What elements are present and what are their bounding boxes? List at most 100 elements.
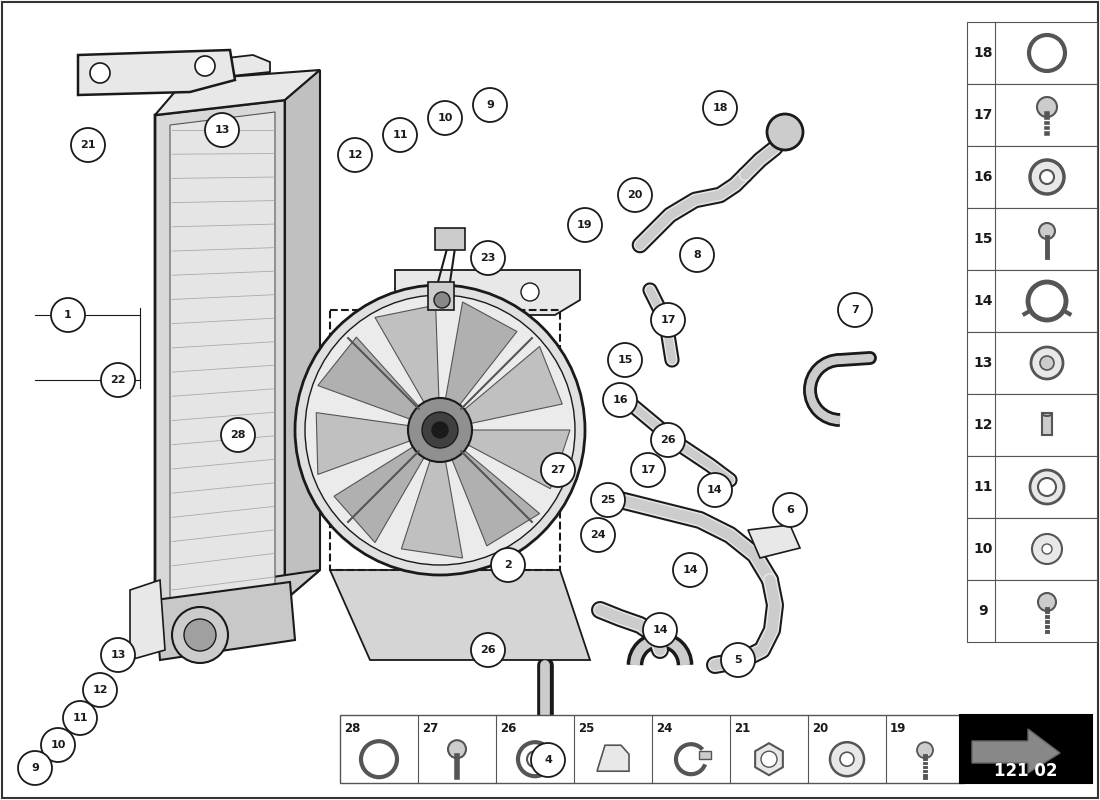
Text: 26: 26 — [660, 435, 675, 445]
Polygon shape — [461, 430, 570, 489]
Bar — [967, 394, 1097, 456]
Text: 20: 20 — [627, 190, 642, 200]
Circle shape — [1038, 478, 1056, 496]
Circle shape — [221, 418, 255, 452]
Circle shape — [1038, 593, 1056, 611]
Circle shape — [205, 113, 239, 147]
Circle shape — [471, 241, 505, 275]
Circle shape — [644, 613, 676, 647]
Circle shape — [631, 453, 666, 487]
Text: 14: 14 — [682, 565, 697, 575]
Circle shape — [673, 553, 707, 587]
Bar — [967, 22, 1097, 84]
Text: 15: 15 — [974, 232, 992, 246]
Bar — [967, 518, 1097, 580]
Circle shape — [338, 138, 372, 172]
Circle shape — [1042, 544, 1052, 554]
Circle shape — [603, 383, 637, 417]
Circle shape — [1030, 160, 1064, 194]
Bar — [434, 228, 465, 250]
Text: 12: 12 — [348, 150, 363, 160]
Bar — [1042, 413, 1052, 435]
Circle shape — [1040, 170, 1054, 184]
Circle shape — [172, 607, 228, 663]
Text: 9: 9 — [486, 100, 494, 110]
Polygon shape — [318, 337, 424, 421]
Text: 19: 19 — [890, 722, 906, 735]
Bar — [530, 728, 560, 753]
Circle shape — [63, 701, 97, 735]
Circle shape — [581, 518, 615, 552]
Polygon shape — [375, 305, 439, 406]
Bar — [960, 715, 1092, 783]
Circle shape — [82, 673, 117, 707]
Bar — [428, 282, 454, 310]
Circle shape — [651, 423, 685, 457]
Circle shape — [491, 548, 525, 582]
Circle shape — [101, 363, 135, 397]
Bar — [967, 270, 1097, 332]
Polygon shape — [78, 50, 235, 95]
Text: 9: 9 — [31, 763, 38, 773]
Text: 12: 12 — [92, 685, 108, 695]
Circle shape — [703, 91, 737, 125]
Text: 13: 13 — [110, 650, 125, 660]
Bar — [967, 146, 1097, 208]
Circle shape — [408, 398, 472, 462]
Circle shape — [51, 298, 85, 332]
Text: 10: 10 — [974, 542, 992, 556]
Circle shape — [1030, 470, 1064, 504]
Text: 5: 5 — [734, 655, 741, 665]
Circle shape — [72, 128, 104, 162]
Text: 26: 26 — [481, 645, 496, 655]
Text: 24: 24 — [656, 722, 672, 735]
Circle shape — [184, 619, 216, 651]
Circle shape — [720, 643, 755, 677]
Text: 24: 24 — [591, 530, 606, 540]
Text: 6: 6 — [786, 505, 794, 515]
Text: 25: 25 — [601, 495, 616, 505]
Polygon shape — [748, 525, 800, 558]
Circle shape — [434, 292, 450, 308]
Circle shape — [18, 751, 52, 785]
Polygon shape — [285, 70, 320, 600]
Text: 13: 13 — [974, 356, 992, 370]
Circle shape — [432, 422, 448, 438]
Circle shape — [698, 473, 732, 507]
Bar — [967, 208, 1097, 270]
Circle shape — [917, 742, 933, 758]
Text: 8: 8 — [693, 250, 701, 260]
Circle shape — [773, 493, 807, 527]
Circle shape — [531, 743, 565, 777]
Text: 2: 2 — [504, 560, 512, 570]
Text: 16: 16 — [974, 170, 992, 184]
Circle shape — [383, 118, 417, 152]
Text: 22: 22 — [110, 375, 125, 385]
Circle shape — [295, 285, 585, 575]
Circle shape — [90, 63, 110, 83]
Polygon shape — [972, 729, 1060, 773]
Circle shape — [761, 751, 777, 767]
Text: 10: 10 — [438, 113, 453, 123]
Circle shape — [422, 412, 458, 448]
Text: 4: 4 — [544, 755, 552, 765]
Text: 26: 26 — [499, 722, 516, 735]
Circle shape — [608, 343, 642, 377]
Circle shape — [838, 293, 872, 327]
Polygon shape — [155, 570, 320, 620]
Polygon shape — [402, 453, 463, 558]
Polygon shape — [334, 442, 426, 542]
Circle shape — [1040, 356, 1054, 370]
Circle shape — [618, 178, 652, 212]
Polygon shape — [444, 302, 517, 411]
Circle shape — [428, 101, 462, 135]
Polygon shape — [449, 448, 540, 546]
Circle shape — [521, 283, 539, 301]
Circle shape — [1032, 534, 1062, 564]
Text: 21: 21 — [734, 722, 750, 735]
Circle shape — [541, 453, 575, 487]
Bar — [967, 456, 1097, 518]
Polygon shape — [330, 570, 590, 660]
Polygon shape — [597, 746, 629, 771]
Text: 23: 23 — [481, 253, 496, 263]
